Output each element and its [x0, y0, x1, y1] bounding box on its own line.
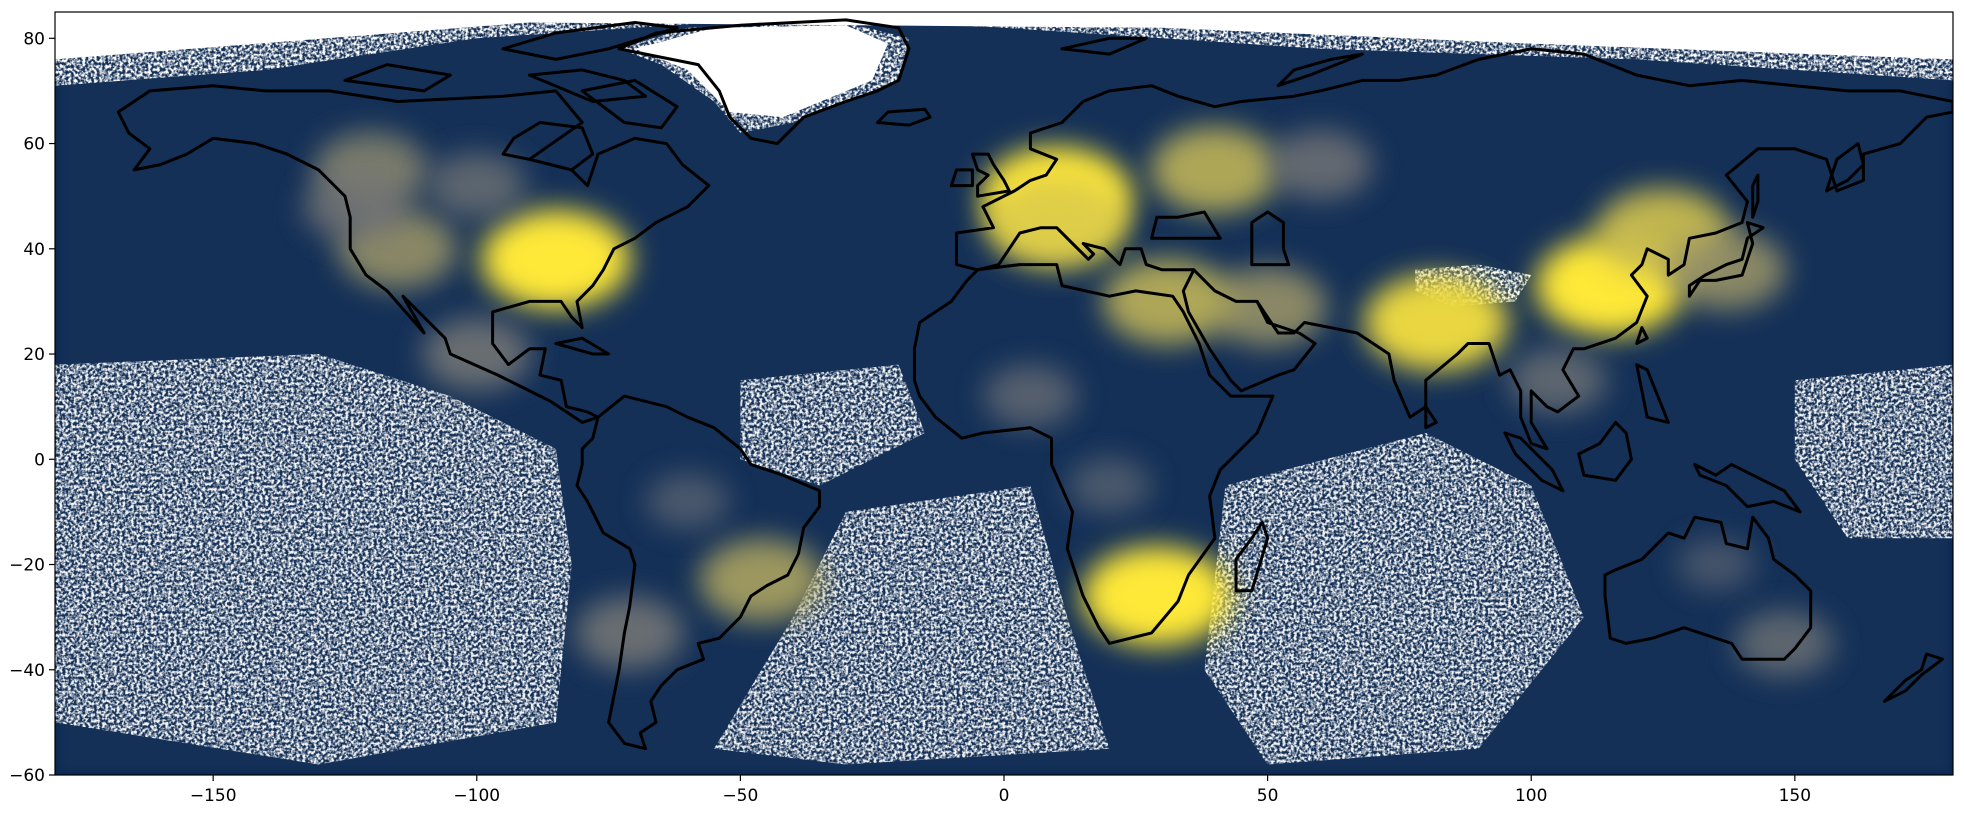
- coastline-australia: [1603, 515, 1813, 661]
- x-axis: −150 −100 −50 0 50 100 150: [190, 775, 1811, 806]
- coastline-south-america: [575, 394, 821, 751]
- y-tick-label: 0: [34, 450, 45, 470]
- hotspot-nile-delta: [1102, 258, 1233, 345]
- y-tick-label: 20: [23, 345, 45, 365]
- missing-region-tropical-pacific: [55, 354, 572, 765]
- y-tick-label: 60: [23, 135, 45, 155]
- coastline-layer: [116, 18, 1953, 751]
- hotspot-sahel: [983, 364, 1078, 428]
- hotspot-central-russia: [1268, 129, 1373, 200]
- x-tick-label: −150: [190, 786, 237, 806]
- coastline-caspian: [1250, 210, 1291, 267]
- hotspot-western-russia: [1150, 126, 1280, 214]
- missing-region-south-atlantic: [714, 485, 1110, 765]
- coastline-british-isles: [970, 152, 1011, 198]
- hotspot-southern-canada: [427, 152, 527, 219]
- missing-region-western-pacific: [1794, 364, 1953, 539]
- y-tick-label: 40: [23, 240, 45, 260]
- hotspot-northern-australia: [1676, 538, 1756, 591]
- hotspot-southeast-brazil: [699, 538, 824, 622]
- coastline-kamchatka: [1825, 142, 1865, 193]
- y-tick-label: 80: [23, 29, 45, 49]
- missing-region-tropical-atlantic: [740, 364, 925, 486]
- hotspot-japan: [1666, 229, 1787, 310]
- hotspot-central-africa: [1067, 457, 1152, 514]
- hotspot-highveld-south-africa: [1081, 546, 1232, 647]
- coastline-india-arabia-bridge: [1192, 268, 1259, 303]
- x-tick-label: 50: [1257, 786, 1279, 806]
- missing-core-greenland: [634, 25, 888, 118]
- x-tick-label: −100: [453, 786, 500, 806]
- coastline-philippines: [1635, 363, 1670, 424]
- y-axis: −60 −40 −20 0 20 40 60 80: [9, 29, 55, 786]
- coastline-svalbard: [1060, 36, 1148, 56]
- coastline-caribbean-cuba: [554, 336, 611, 356]
- coastline-sri-lanka: [1424, 405, 1438, 430]
- coastline-sumatra: [1503, 431, 1565, 493]
- x-tick-label: 150: [1779, 786, 1811, 806]
- coastline-borneo: [1577, 420, 1633, 482]
- coastline-north-america: [116, 84, 711, 424]
- coastline-hudson-bay: [501, 121, 595, 172]
- x-tick-label: 100: [1515, 786, 1547, 806]
- coastline-sakhalin: [1751, 173, 1760, 219]
- x-tick-label: 0: [999, 786, 1010, 806]
- coastline-canadian-arctic-1: [343, 63, 452, 93]
- missing-region-southern-indian-ocean: [1204, 433, 1584, 765]
- coastline-canadian-arctic-2: [528, 68, 647, 103]
- coastline-taiwan: [1635, 326, 1649, 345]
- y-tick-label: −40: [9, 661, 45, 681]
- coastline-new-zealand: [1883, 652, 1944, 703]
- coastline-japan: [1687, 221, 1765, 298]
- hotspot-southeast-australia: [1734, 610, 1834, 677]
- plot-area: [55, 12, 1953, 775]
- hotspot-northwest-pacific-coast: [303, 172, 408, 242]
- hotspot-southeast-asia: [1508, 347, 1608, 414]
- coastline-ireland: [949, 168, 974, 188]
- coastline-europe-asia: [955, 47, 1953, 451]
- coastline-greenland: [617, 18, 911, 146]
- coastline-novaya-zemlya: [1276, 52, 1364, 88]
- coastline-black-sea: [1150, 210, 1222, 240]
- coastline-baffin: [580, 78, 679, 130]
- coastline-iceland: [876, 107, 932, 127]
- hotspot-mexico: [422, 317, 532, 391]
- x-tick-label: −50: [722, 786, 758, 806]
- y-tick-label: −60: [9, 766, 45, 786]
- coastline-madagascar: [1234, 520, 1270, 593]
- missing-core-arctic-ocean: [55, 12, 1953, 60]
- hotspot-chile: [575, 596, 685, 670]
- coastline-new-guinea: [1693, 463, 1802, 514]
- y-tick-label: −20: [9, 556, 45, 576]
- hotspot-layer: [303, 126, 1834, 677]
- hotspot-amazon: [645, 473, 730, 530]
- coastline-canadian-arctic-3: [501, 21, 679, 61]
- coastline-africa: [912, 263, 1275, 645]
- hotspot-india-ganges-plain: [1363, 274, 1509, 371]
- hotspot-persian-gulf: [1207, 266, 1328, 347]
